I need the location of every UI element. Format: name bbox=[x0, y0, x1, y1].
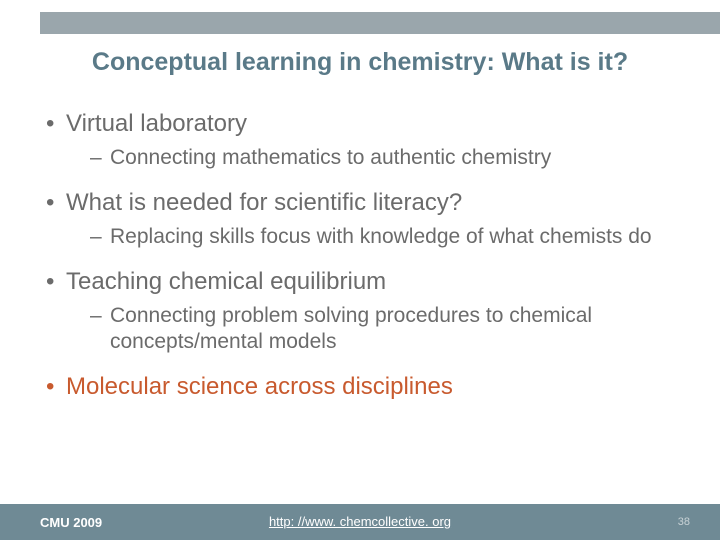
footer-bar: CMU 2009 http: //www. chemcollective. or… bbox=[0, 504, 720, 540]
footer-link[interactable]: http: //www. chemcollective. org bbox=[269, 514, 451, 529]
bullet-l2: Replacing skills focus with knowledge of… bbox=[40, 224, 680, 250]
footer-link-wrap: http: //www. chemcollective. org bbox=[0, 513, 720, 531]
footer-left-text: CMU 2009 bbox=[40, 515, 102, 530]
slide-title: Conceptual learning in chemistry: What i… bbox=[0, 48, 720, 77]
bullet-l2: Connecting problem solving procedures to… bbox=[40, 303, 680, 356]
bullet-l1-accent: Molecular science across disciplines bbox=[40, 373, 680, 402]
header-bar bbox=[40, 12, 720, 34]
bullet-l1: What is needed for scientific literacy? bbox=[40, 189, 680, 218]
bullet-l1: Teaching chemical equilibrium bbox=[40, 268, 680, 297]
bullet-l2: Connecting mathematics to authentic chem… bbox=[40, 145, 680, 171]
bullet-l1: Virtual laboratory bbox=[40, 110, 680, 139]
slide-content: Virtual laboratory Connecting mathematic… bbox=[40, 110, 680, 408]
page-number: 38 bbox=[678, 516, 690, 528]
